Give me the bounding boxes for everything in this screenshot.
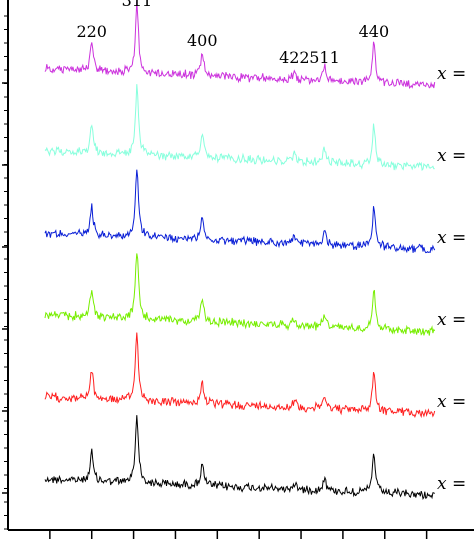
series-line [44,1,436,90]
series-line [44,332,436,419]
series-label: x = [437,146,466,166]
peak-label: 422 [279,48,310,67]
peak-label: 400 [187,31,218,50]
peak-label: 311 [122,0,153,10]
series-label: x = [437,228,466,248]
series-label: x = [437,310,466,330]
series-label: x = [437,474,466,494]
series-line [44,415,435,501]
series-line [44,253,436,336]
series-label: x = [437,392,466,412]
peak-label: 511 [309,48,340,67]
series-label: x = [437,64,466,84]
series-line [44,169,436,254]
series-line [44,84,435,172]
x-labels-layer: x = x = x = x = x = x = [437,64,466,494]
series-layer [44,1,436,501]
peak-labels-layer: 220 311 400 422 511 440 [76,0,389,67]
peak-label: 220 [76,22,107,41]
peak-label: 440 [359,22,390,41]
